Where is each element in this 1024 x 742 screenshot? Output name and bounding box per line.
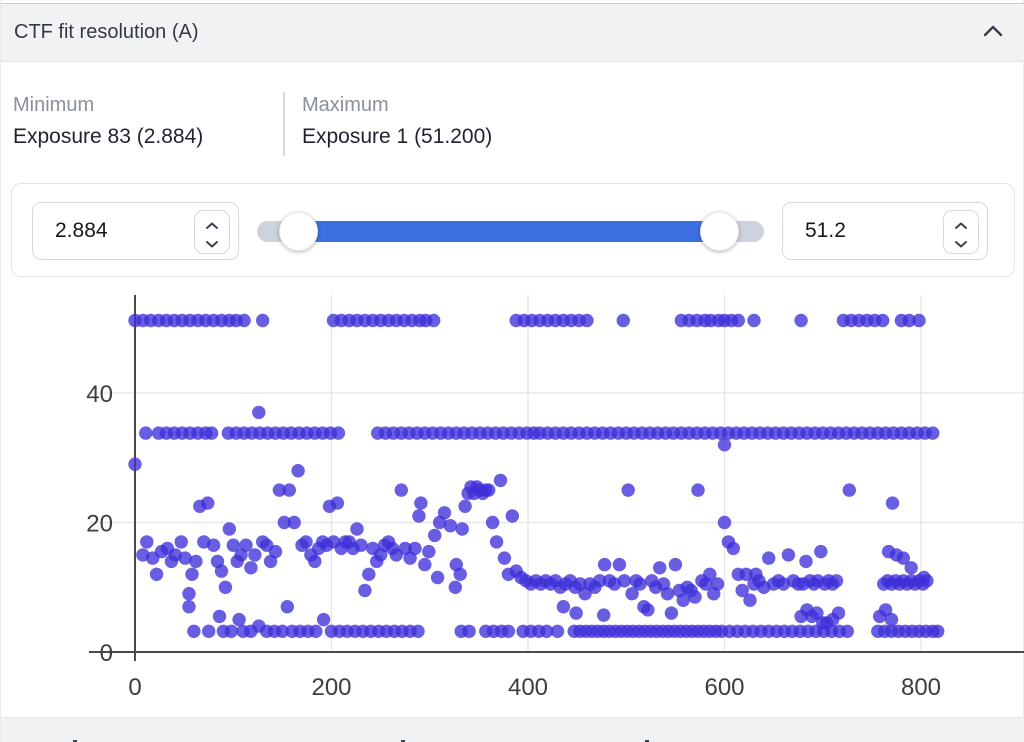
slider-min-handle[interactable]	[279, 212, 318, 251]
stepper-down-icon[interactable]	[205, 235, 219, 253]
stepper-up-icon[interactable]	[954, 217, 968, 235]
svg-text:0: 0	[128, 674, 141, 701]
stepper-up-icon[interactable]	[205, 217, 219, 235]
minimum-label: Minimum	[13, 94, 95, 116]
stepper-down-icon[interactable]	[954, 235, 968, 253]
clipped-text-mark	[73, 740, 77, 742]
svg-text:0: 0	[100, 640, 113, 667]
collapse-button[interactable]	[983, 25, 1003, 40]
slider-max-handle[interactable]	[700, 212, 739, 251]
clipped-text-mark	[401, 740, 405, 742]
minimum-stat: Minimum Exposure 83 (2.884)	[1, 90, 283, 160]
min-value-stepper[interactable]	[194, 210, 230, 254]
min-value-input[interactable]	[55, 219, 183, 243]
maximum-label: Maximum	[302, 94, 389, 116]
ctf-resolution-scatter-chart[interactable]: 0 200 400 600 800 0 20 40	[1, 295, 1024, 707]
clipped-text-mark	[645, 740, 649, 742]
chevron-up-icon	[983, 25, 1003, 40]
range-filter-card	[11, 183, 1015, 277]
section-title: CTF fit resolution (A)	[14, 21, 199, 43]
stats-divider	[283, 92, 285, 156]
svg-text:800: 800	[901, 674, 941, 701]
minmax-stats: Minimum Exposure 83 (2.884) Maximum Expo…	[1, 90, 1024, 160]
svg-text:40: 40	[86, 381, 113, 408]
svg-text:20: 20	[86, 511, 113, 538]
max-value-stepper[interactable]	[943, 210, 979, 254]
svg-text:400: 400	[508, 674, 548, 701]
minimum-value: Exposure 83 (2.884)	[13, 125, 204, 148]
section-header[interactable]: CTF fit resolution (A)	[1, 3, 1024, 62]
svg-text:200: 200	[311, 674, 351, 701]
next-section-header-clipped[interactable]	[1, 717, 1024, 742]
max-value-input[interactable]	[805, 219, 933, 243]
slider-selected-range[interactable]	[299, 221, 720, 242]
maximum-value: Exposure 1 (51.200)	[302, 125, 493, 148]
max-value-input-group	[782, 202, 988, 260]
maximum-stat: Maximum Exposure 1 (51.200)	[285, 90, 492, 160]
scatter-plot-svg[interactable]: 0 200 400 600 800 0 20 40	[1, 295, 1024, 707]
min-value-input-group	[32, 202, 239, 260]
range-slider[interactable]	[257, 202, 764, 260]
svg-text:600: 600	[704, 674, 744, 701]
